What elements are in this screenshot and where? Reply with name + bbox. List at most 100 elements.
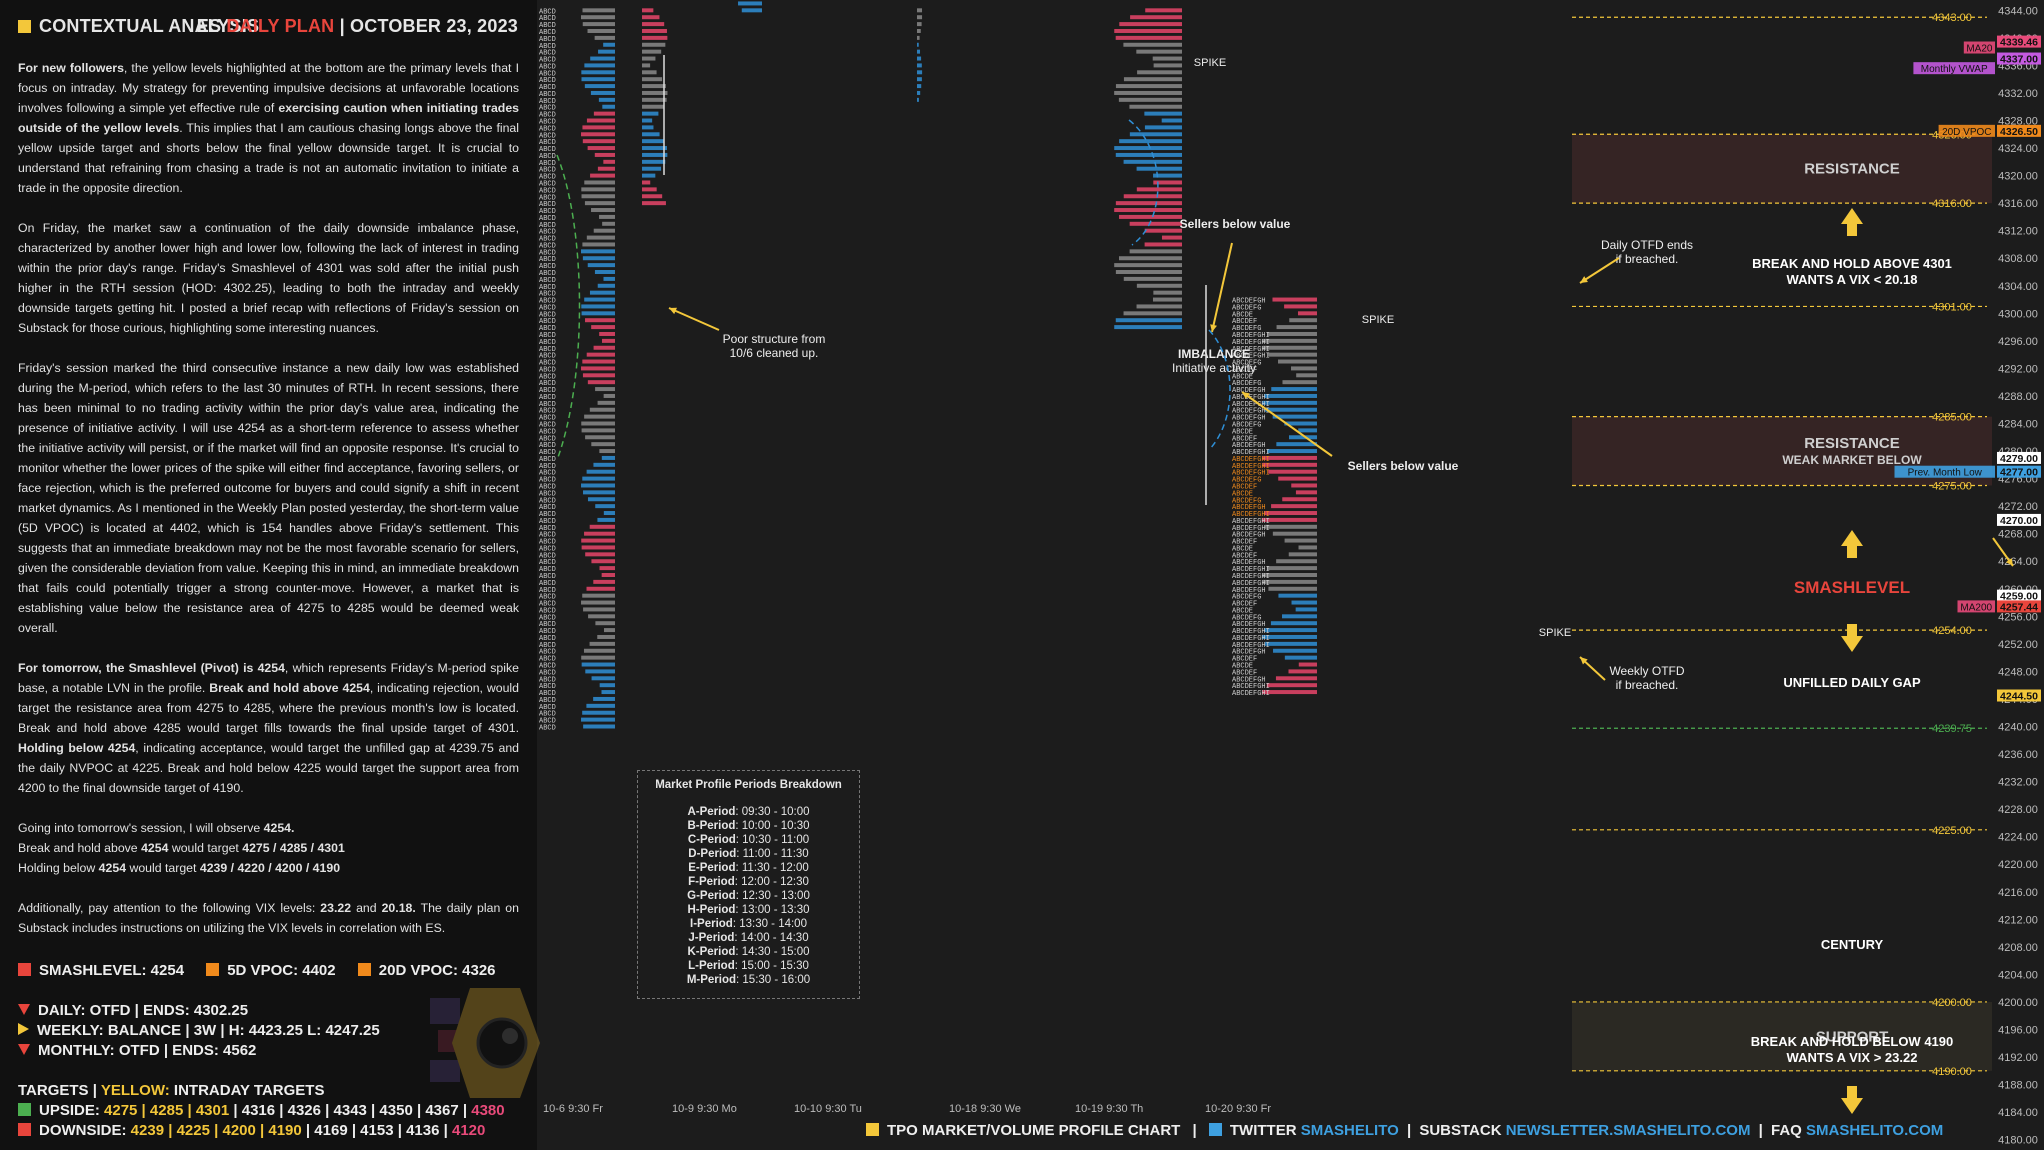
profile-bar bbox=[1262, 345, 1317, 350]
profile-bar bbox=[590, 90, 615, 95]
up-arrow-icon bbox=[1841, 208, 1863, 236]
tpo-letters: ABCD bbox=[539, 366, 556, 374]
profile-bar bbox=[1119, 139, 1182, 144]
period-name: J-Period bbox=[688, 932, 735, 944]
y-tick-label: 4208.00 bbox=[1998, 942, 2038, 954]
tpo-letters: ABCD bbox=[539, 704, 556, 712]
tpo-letters: ABCD bbox=[539, 683, 556, 691]
period-row: J-Period: 14:00 - 14:30 bbox=[638, 931, 859, 945]
profile-bar bbox=[581, 545, 615, 550]
profile-bar bbox=[1288, 669, 1317, 674]
period-time: : 10:00 - 10:30 bbox=[735, 820, 810, 832]
zone-label: RESISTANCE bbox=[1804, 435, 1900, 452]
tpo-letters: ABCD bbox=[539, 8, 556, 16]
down-arrow-icon bbox=[1841, 624, 1863, 652]
profile-bar bbox=[1136, 49, 1182, 54]
tpo-letters: ABCD bbox=[539, 98, 556, 106]
profile-bar bbox=[599, 331, 615, 336]
profile-bar bbox=[1298, 545, 1317, 550]
profile-bar bbox=[1118, 97, 1182, 102]
weekly-otfd-arrow-head bbox=[1580, 657, 1588, 665]
tpo-letters: ABCD bbox=[539, 15, 556, 23]
profile-bar bbox=[582, 8, 615, 13]
tpo-letters: ABCD bbox=[539, 621, 556, 629]
profile-bar bbox=[1267, 449, 1317, 454]
p7-d: 4239 / 4220 / 4200 / 4190 bbox=[199, 861, 341, 875]
profile-bar bbox=[582, 139, 615, 144]
tpo-letters: ABCDEF bbox=[1232, 539, 1257, 547]
level-label: 4190.00 bbox=[1932, 1066, 1972, 1078]
tpo-letters: ABCDEFGHI bbox=[1232, 332, 1270, 340]
tpo-letters: ABCDEF bbox=[1232, 601, 1257, 609]
tpo-letters: ABCDEFGH bbox=[1232, 587, 1266, 595]
profile-bar bbox=[591, 559, 615, 564]
y-tick-label: 4304.00 bbox=[1998, 281, 2038, 293]
tpo-letters: ABCD bbox=[539, 422, 556, 430]
tpo-letters: ABCDEFGHI bbox=[1232, 470, 1270, 478]
legend-weekly-row: WEEKLY: BALANCE | 3W | H: 4423.25 L: 424… bbox=[18, 1021, 528, 1041]
profile-bar bbox=[917, 97, 919, 102]
profile-bar bbox=[1137, 70, 1182, 75]
tpo-letters: ABCD bbox=[539, 463, 556, 471]
y-tick-label: 4192.00 bbox=[1998, 1052, 2038, 1064]
tpo-letters: ABCD bbox=[539, 428, 556, 436]
period-row: D-Period: 11:00 - 11:30 bbox=[638, 847, 859, 861]
tpo-letters: ABCD bbox=[539, 119, 556, 127]
tpo-letters: ABCD bbox=[539, 573, 556, 581]
level-label: 4239.75 bbox=[1932, 723, 1972, 735]
y-tick-label: 4300.00 bbox=[1998, 308, 2038, 320]
periods-box: Market Profile Periods Breakdown A-Perio… bbox=[637, 770, 860, 999]
profile-bar bbox=[642, 8, 654, 13]
profile-bar bbox=[1136, 283, 1182, 288]
profile-bar bbox=[581, 304, 615, 309]
profile-bar bbox=[1261, 400, 1317, 405]
p8-e: The daily plan on Substack includes inst… bbox=[18, 901, 519, 935]
tpo-letters: ABCD bbox=[539, 669, 556, 677]
downside-red: 4120 bbox=[452, 1122, 486, 1139]
profile-bar bbox=[1144, 111, 1182, 116]
tpo-letters: ABCD bbox=[539, 84, 556, 92]
p4-bold3: Holding below 4254 bbox=[18, 741, 136, 755]
tpo-letters: ABCDEFG bbox=[1232, 594, 1261, 602]
profile-bar bbox=[642, 35, 668, 40]
profile-bar bbox=[1115, 152, 1182, 157]
y-tick-label: 4212.00 bbox=[1998, 914, 2038, 926]
targets-sep: | bbox=[92, 1082, 97, 1099]
profile-bar bbox=[585, 552, 615, 557]
period-name: B-Period bbox=[687, 820, 736, 832]
profile-bar bbox=[1264, 641, 1317, 646]
profile-bar bbox=[1123, 42, 1182, 47]
profile-bar bbox=[642, 194, 663, 199]
profile-bar bbox=[582, 476, 615, 481]
profile-bar bbox=[597, 400, 615, 405]
tpo-letters: ABCDEFGHI bbox=[1232, 511, 1270, 519]
targets-yellow: YELLOW: bbox=[100, 1082, 170, 1099]
profile-bar bbox=[597, 166, 615, 171]
period-row: C-Period: 10:30 - 11:00 bbox=[638, 833, 859, 847]
tpo-letters: ABCD bbox=[539, 511, 556, 519]
footer-twitter-link[interactable]: SMASHELITO bbox=[1300, 1122, 1399, 1139]
profile-bar bbox=[1129, 104, 1182, 109]
profile-bar bbox=[1272, 297, 1317, 302]
footer-substack-link[interactable]: NEWSLETTER.SMASHELITO.COM bbox=[1505, 1122, 1751, 1139]
profile-bar bbox=[1262, 579, 1317, 584]
brand-logo-icon bbox=[430, 988, 540, 1098]
right-triangle-icon bbox=[18, 1023, 29, 1035]
profile-bar bbox=[589, 524, 615, 529]
tpo-letters: ABCD bbox=[539, 607, 556, 615]
profile-bar bbox=[603, 42, 615, 47]
tpo-letters: ABCD bbox=[539, 415, 556, 423]
profile-bar bbox=[591, 325, 615, 330]
profile-bar bbox=[599, 683, 615, 688]
profile-bar bbox=[581, 366, 615, 371]
downside-label: DOWNSIDE: bbox=[39, 1122, 127, 1139]
y-tick-label: 4264.00 bbox=[1998, 556, 2038, 568]
footer-faq-link[interactable]: SMASHELITO.COM bbox=[1806, 1122, 1944, 1139]
profile-bar bbox=[599, 449, 615, 454]
period-name: L-Period bbox=[688, 960, 735, 972]
profile-bar bbox=[1152, 56, 1182, 61]
tpo-letters: ABCDEF bbox=[1232, 366, 1257, 374]
profile-bar bbox=[642, 173, 656, 178]
profile-bar bbox=[1123, 311, 1182, 316]
profile-bar bbox=[602, 104, 615, 109]
